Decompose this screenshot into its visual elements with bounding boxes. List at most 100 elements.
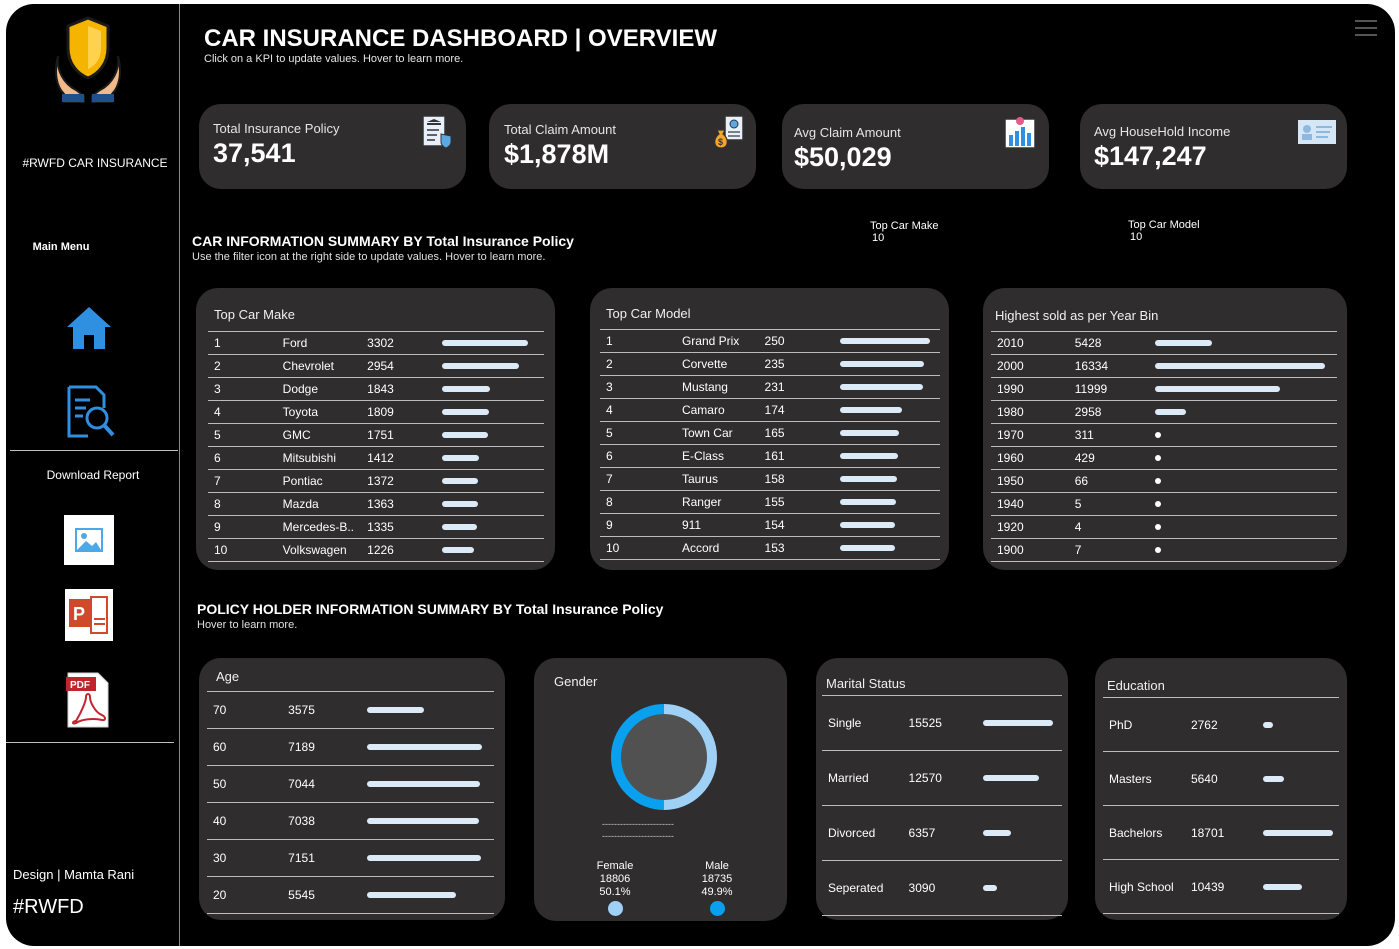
value-bar[interactable]: [442, 524, 477, 530]
value-bar[interactable]: [442, 547, 475, 553]
value-bar[interactable]: [442, 478, 479, 484]
value-bar[interactable]: [839, 361, 925, 367]
value-bar[interactable]: [1263, 883, 1303, 890]
value-bar[interactable]: [1155, 432, 1162, 438]
table-row[interactable]: 9 911 154: [600, 513, 940, 537]
value-bar[interactable]: [366, 855, 482, 861]
table-row[interactable]: 3 Dodge 1843: [208, 377, 544, 401]
female-donut-segment[interactable]: [663, 704, 717, 810]
value-bar[interactable]: [839, 545, 895, 551]
table-row[interactable]: 3 Mustang 231: [600, 375, 940, 399]
value-bar[interactable]: [442, 455, 480, 461]
table-row[interactable]: 4 Camaro 174: [600, 398, 940, 422]
value-bar[interactable]: [366, 818, 480, 824]
table-row[interactable]: 1940 5: [991, 492, 1337, 516]
kpi-card-avg-income[interactable]: Avg HouseHold Income $147,247: [1080, 104, 1347, 189]
value-bar[interactable]: [982, 830, 1012, 836]
table-row[interactable]: 1 Grand Prix 250: [600, 329, 940, 353]
value-bar[interactable]: [442, 340, 529, 346]
table-row[interactable]: 30 7151: [207, 839, 494, 877]
table-row[interactable]: 50 7044: [207, 765, 494, 803]
table-row[interactable]: 10 Accord 153: [600, 536, 940, 560]
table-row[interactable]: 7 Taurus 158: [600, 467, 940, 491]
value-bar[interactable]: [1155, 501, 1162, 507]
kpi-card-total-claim[interactable]: Total Claim Amount $1,878M $: [489, 104, 756, 189]
value-bar[interactable]: [982, 885, 997, 891]
table-row[interactable]: 2 Chevrolet 2954: [208, 354, 544, 378]
table-row[interactable]: 4 Toyota 1809: [208, 400, 544, 424]
value-bar[interactable]: [1155, 455, 1162, 461]
value-bar[interactable]: [1155, 524, 1162, 530]
value-bar[interactable]: [442, 409, 490, 415]
table-row[interactable]: 1960 429: [991, 446, 1337, 470]
table-row[interactable]: Married 12570: [822, 750, 1062, 806]
value-bar[interactable]: [839, 522, 896, 528]
value-bar[interactable]: [366, 744, 482, 750]
filter-top-car-make[interactable]: Top Car Make 10: [870, 220, 938, 244]
table-row[interactable]: Divorced 6357: [822, 805, 1062, 861]
table-row[interactable]: 10 Volkswagen 1226: [208, 538, 544, 562]
filter-top-car-model[interactable]: Top Car Model 10: [1128, 219, 1200, 243]
table-row[interactable]: 40 7038: [207, 802, 494, 840]
value-bar[interactable]: [442, 432, 488, 438]
value-bar[interactable]: [839, 476, 897, 482]
table-row[interactable]: 9 Mercedes-B.. 1335: [208, 515, 544, 539]
table-row[interactable]: 1970 311: [991, 423, 1337, 447]
table-row[interactable]: 2 Corvette 235: [600, 352, 940, 376]
table-row[interactable]: 1990 11999: [991, 377, 1337, 401]
value-bar[interactable]: [839, 453, 898, 459]
table-row[interactable]: 5 GMC 1751: [208, 423, 544, 447]
value-bar[interactable]: [366, 707, 425, 713]
table-row[interactable]: PhD 2762: [1103, 697, 1339, 752]
table-row[interactable]: 2000 16334: [991, 354, 1337, 378]
table-row[interactable]: High School 10439: [1103, 859, 1339, 914]
table-row[interactable]: 7 Pontiac 1372: [208, 469, 544, 493]
value-bar[interactable]: [839, 338, 930, 344]
value-bar[interactable]: [442, 501, 478, 507]
table-row[interactable]: 1950 66: [991, 469, 1337, 493]
value-bar[interactable]: [1155, 386, 1281, 392]
value-bar[interactable]: [442, 386, 491, 392]
value-bar[interactable]: [366, 892, 456, 898]
powerpoint-file-icon[interactable]: P: [65, 589, 113, 641]
value-bar[interactable]: [1263, 829, 1334, 836]
value-bar[interactable]: [1155, 340, 1212, 346]
value-bar[interactable]: [366, 781, 480, 787]
hamburger-menu-icon[interactable]: [1355, 20, 1377, 41]
pdf-file-icon[interactable]: PDF: [66, 671, 110, 729]
table-row[interactable]: 8 Mazda 1363: [208, 492, 544, 516]
table-row[interactable]: 6 E-Class 161: [600, 444, 940, 468]
kpi-card-avg-claim[interactable]: Avg Claim Amount $50,029: [782, 104, 1049, 189]
table-row[interactable]: 6 Mitsubishi 1412: [208, 446, 544, 470]
value-bar[interactable]: [1263, 775, 1285, 782]
value-bar[interactable]: [1155, 363, 1326, 369]
value-bar[interactable]: [1155, 478, 1162, 484]
kpi-card-total-policy[interactable]: Total Insurance Policy 37,541: [199, 104, 466, 189]
table-row[interactable]: Seperated 3090: [822, 860, 1062, 916]
table-row[interactable]: 1920 4: [991, 515, 1337, 539]
value-bar[interactable]: [839, 407, 903, 413]
table-row[interactable]: 60 7189: [207, 728, 494, 766]
table-row[interactable]: 70 3575: [207, 691, 494, 729]
value-bar[interactable]: [839, 430, 900, 436]
document-search-icon[interactable]: [66, 384, 116, 438]
value-bar[interactable]: [982, 775, 1040, 781]
table-row[interactable]: 1900 7: [991, 538, 1337, 562]
value-bar[interactable]: [839, 384, 923, 390]
value-bar[interactable]: [839, 499, 896, 505]
value-bar[interactable]: [1263, 721, 1274, 728]
table-row[interactable]: 2010 5428: [991, 331, 1337, 355]
image-file-icon[interactable]: [64, 515, 114, 565]
table-row[interactable]: Single 15525: [822, 695, 1062, 751]
table-row[interactable]: Masters 5640: [1103, 751, 1339, 806]
value-bar[interactable]: [1155, 547, 1162, 553]
table-row[interactable]: 5 Town Car 165: [600, 421, 940, 445]
table-row[interactable]: 1 Ford 3302: [208, 331, 544, 355]
table-row[interactable]: Bachelors 18701: [1103, 805, 1339, 860]
value-bar[interactable]: [442, 363, 520, 369]
table-row[interactable]: 20 5545: [207, 876, 494, 914]
value-bar[interactable]: [1155, 409, 1186, 415]
value-bar[interactable]: [982, 720, 1053, 726]
table-row[interactable]: 1980 2958: [991, 400, 1337, 424]
male-donut-segment[interactable]: [611, 704, 665, 810]
